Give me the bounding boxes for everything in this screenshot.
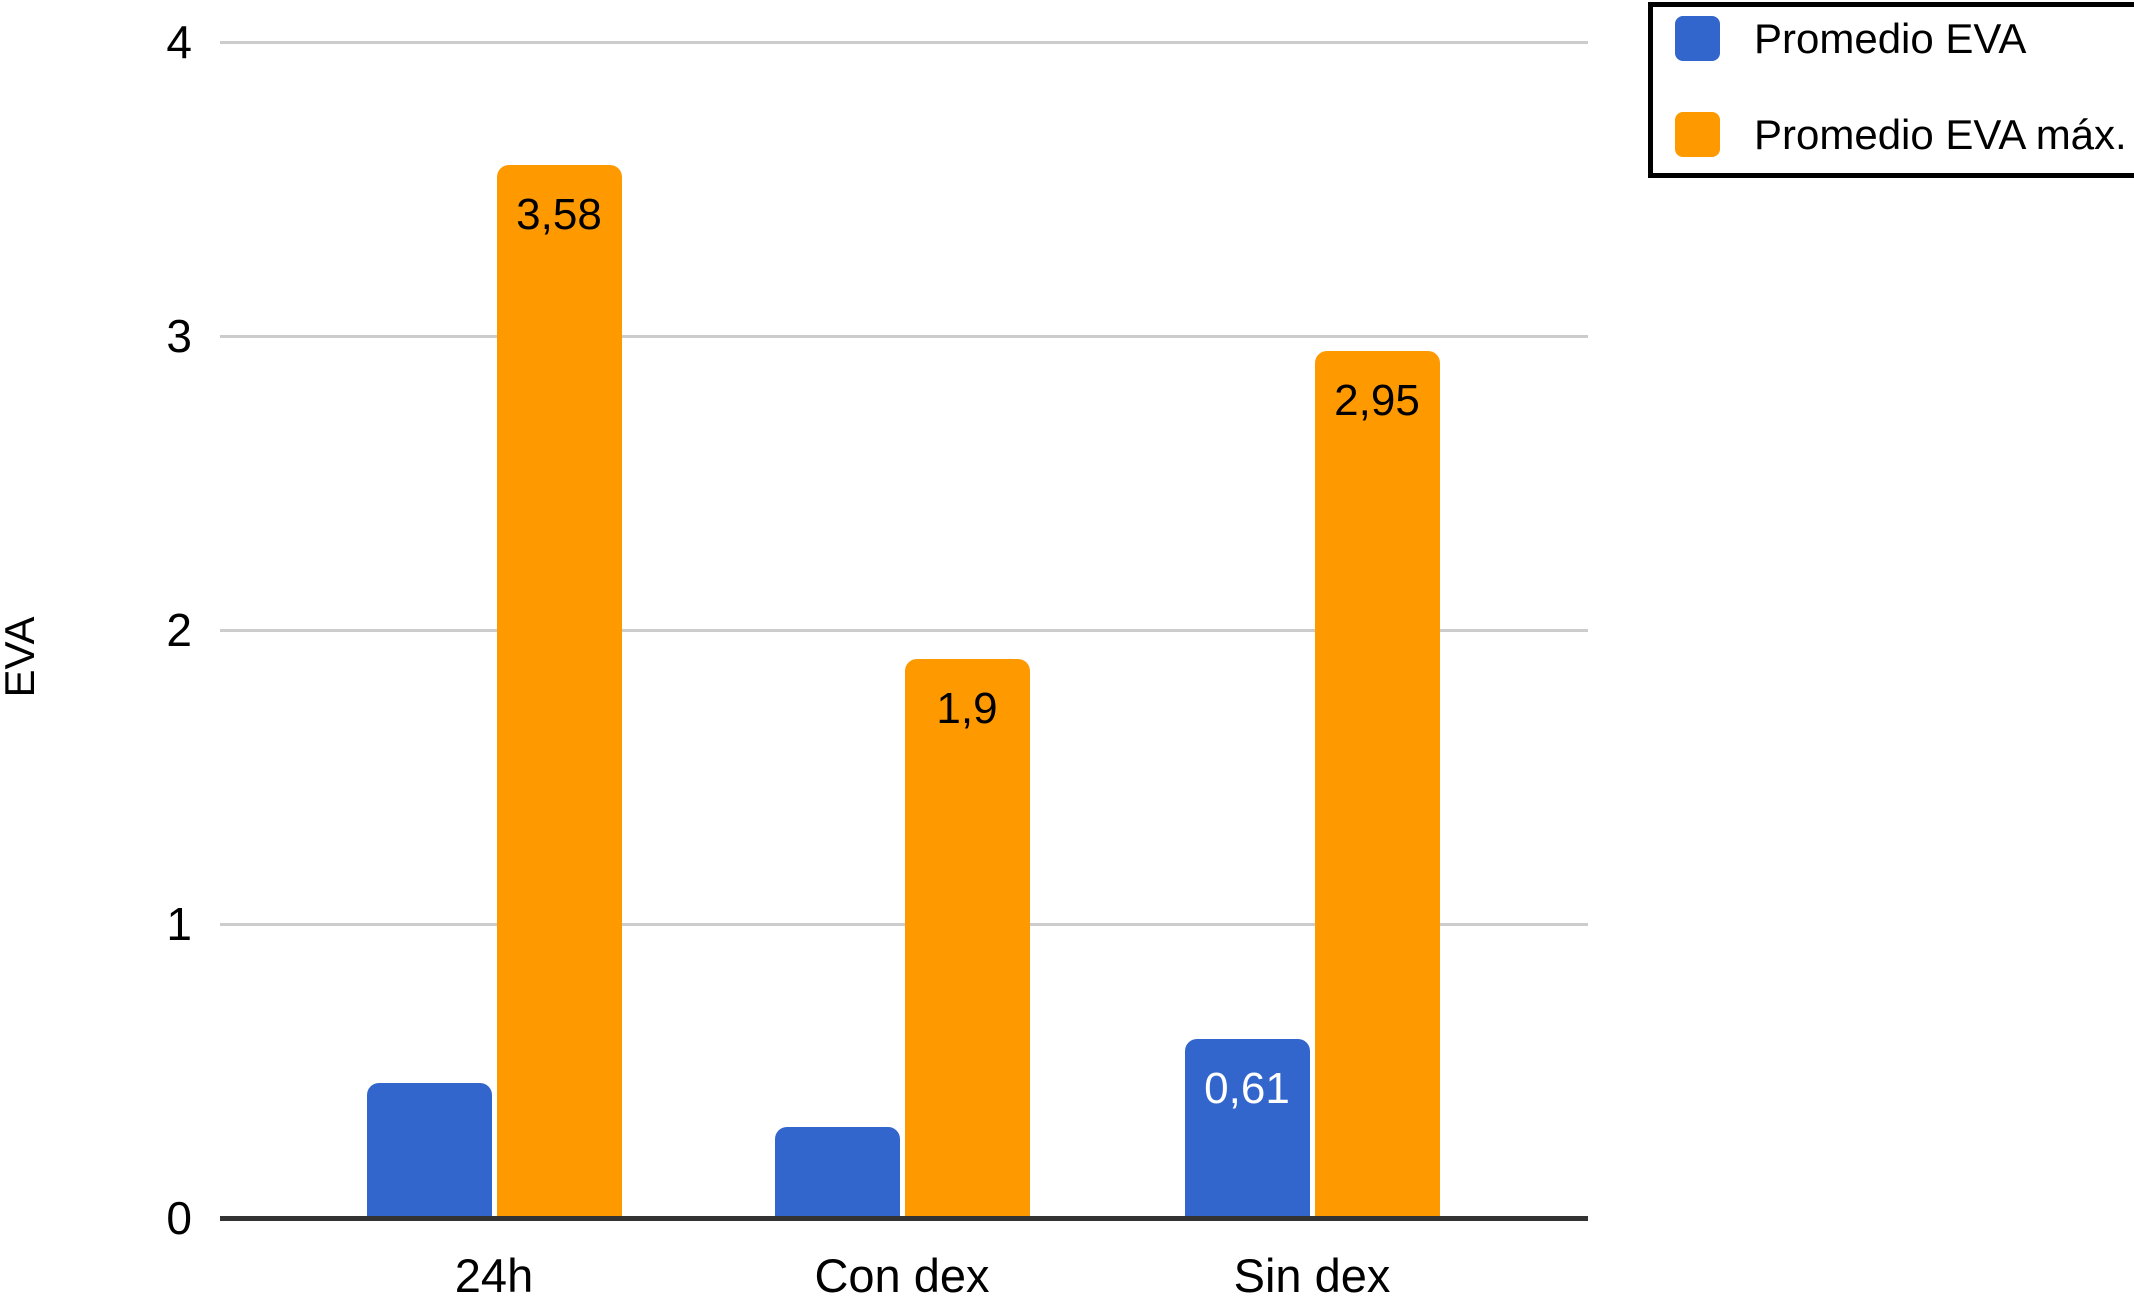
legend-item: Promedio EVA máx. <box>1675 112 2127 157</box>
bar-data-label: 2,95 <box>1334 376 1420 425</box>
y-tick-label: 1 <box>166 898 192 950</box>
legend-swatch-promedio-eva-max <box>1675 112 1720 157</box>
y-tick-label: 0 <box>166 1192 192 1244</box>
y-gridline <box>220 923 1588 926</box>
y-gridline <box>220 335 1588 338</box>
bar-promedio-eva-m-x-24h <box>496 165 622 1218</box>
bar-promedio-eva-sin-dex <box>1184 1039 1310 1218</box>
y-tick-label: 4 <box>166 16 192 68</box>
bar-data-label: 3,58 <box>516 190 602 239</box>
legend-label: Promedio EVA <box>1754 14 2027 62</box>
legend: Promedio EVA Promedio EVA máx. <box>1648 2 2134 178</box>
legend-item: Promedio EVA <box>1675 16 2026 61</box>
legend-swatch-promedio-eva <box>1675 16 1720 61</box>
bar-data-label: 0,61 <box>1204 1064 1290 1113</box>
bar-promedio-eva-con-dex <box>774 1127 900 1218</box>
y-gridline <box>220 41 1588 44</box>
bar-data-label: 1,9 <box>936 684 998 733</box>
x-tick-label-con-dex: Con dex <box>814 1249 990 1302</box>
bar-promedio-eva-24h <box>366 1083 492 1218</box>
y-gridline <box>220 629 1588 632</box>
legend-label: Promedio EVA máx. <box>1754 110 2127 158</box>
x-tick-label-sin-dex: Sin dex <box>1233 1249 1391 1302</box>
x-tick-label-24h: 24h <box>454 1249 534 1302</box>
y-tick-label: 3 <box>166 310 192 362</box>
bar-promedio-eva-m-x-con-dex <box>904 659 1030 1218</box>
bar-promedio-eva-m-x-sin-dex <box>1314 351 1440 1218</box>
y-tick-label: 2 <box>166 604 192 656</box>
x-axis-baseline <box>220 1216 1588 1221</box>
